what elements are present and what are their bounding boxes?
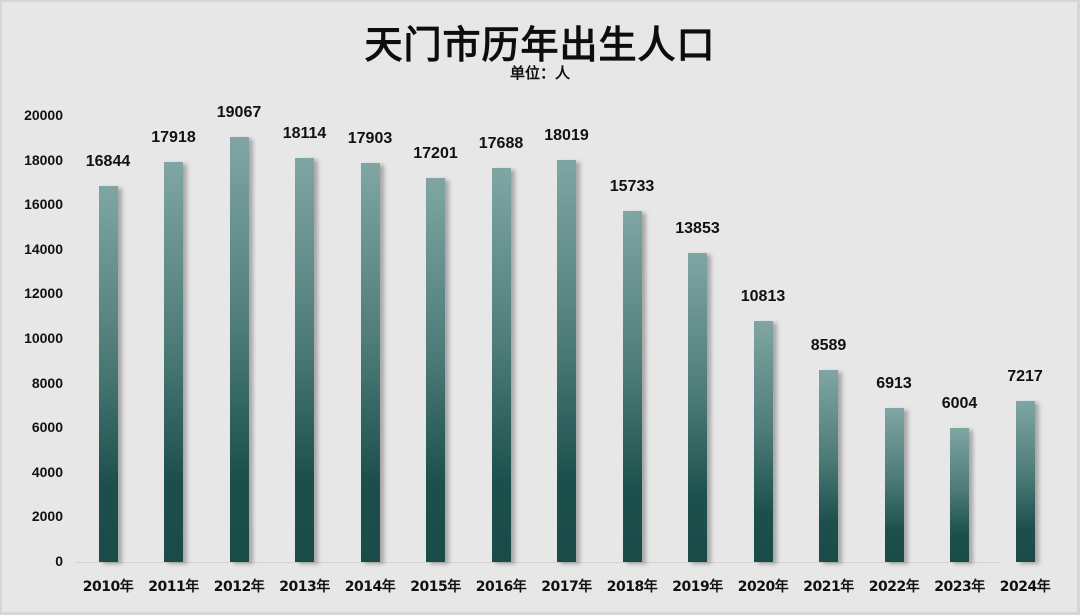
- bar: [819, 370, 838, 562]
- data-label: 17688: [478, 134, 524, 152]
- y-tick-label: 2000: [31, 508, 63, 525]
- data-label: 18114: [282, 125, 327, 143]
- x-tick-label: 2022年: [868, 579, 920, 595]
- bar: [360, 162, 380, 562]
- data-label: 18019: [544, 127, 589, 145]
- data-label: 7217: [1007, 368, 1043, 386]
- bar: [1015, 401, 1035, 562]
- x-tick-label: 2012年: [213, 579, 265, 595]
- data-label: 15733: [609, 178, 655, 196]
- bar: [229, 136, 249, 562]
- x-tick-label: 2017年: [541, 579, 592, 595]
- x-tick-label: 2016年: [475, 579, 527, 595]
- y-tick-label: 14000: [24, 240, 63, 257]
- bar: [98, 186, 118, 562]
- y-tick-label: 0: [55, 553, 63, 569]
- x-tick-label: 2020年: [737, 579, 789, 595]
- y-tick-label: 8000: [31, 374, 63, 391]
- data-label: 17918: [151, 129, 196, 147]
- data-label: 6913: [876, 374, 912, 392]
- bar: [164, 162, 183, 562]
- y-tick-label: 20000: [24, 107, 63, 123]
- data-label: 19067: [216, 103, 262, 121]
- y-tick-label: 6000: [31, 419, 63, 436]
- bar: [950, 428, 969, 562]
- bar: [622, 211, 642, 562]
- x-tick-label: 2014年: [344, 579, 396, 595]
- data-label: 6004: [941, 395, 978, 413]
- chart-title: 天门市历年出生人口: [364, 23, 716, 67]
- x-tick-label: 2015年: [410, 579, 461, 595]
- x-tick-label: 2021年: [803, 579, 854, 595]
- x-tick-label: 2013年: [279, 579, 330, 595]
- y-tick-label: 16000: [24, 196, 63, 213]
- x-tick-label: 2010年: [82, 579, 134, 595]
- x-tick-label: 2011年: [148, 579, 199, 595]
- x-tick-label: 2023年: [934, 579, 985, 595]
- bar: [688, 253, 707, 562]
- data-label: 13853: [675, 220, 720, 238]
- bar: [557, 160, 576, 562]
- bar: [884, 407, 904, 562]
- data-label: 17201: [413, 145, 458, 163]
- y-tick-label: 12000: [24, 285, 63, 302]
- y-tick-label: 10000: [24, 330, 63, 346]
- y-tick-label: 4000: [31, 463, 63, 480]
- data-label: 17903: [347, 129, 393, 147]
- x-tick-label: 2024年: [999, 579, 1051, 595]
- y-tick-label: 18000: [24, 151, 63, 168]
- bar: [295, 158, 314, 562]
- data-label: 8589: [810, 337, 847, 355]
- x-tick-label: 2018年: [606, 579, 658, 595]
- x-tick-label: 2019年: [672, 579, 723, 595]
- x-axis-line: [75, 562, 1000, 563]
- data-label: 16844: [85, 153, 131, 171]
- data-label: 10813: [740, 287, 786, 305]
- bar: [491, 167, 511, 562]
- chart-subtitle: 单位：人: [509, 64, 570, 82]
- bar: [426, 178, 445, 562]
- bar: [753, 320, 773, 562]
